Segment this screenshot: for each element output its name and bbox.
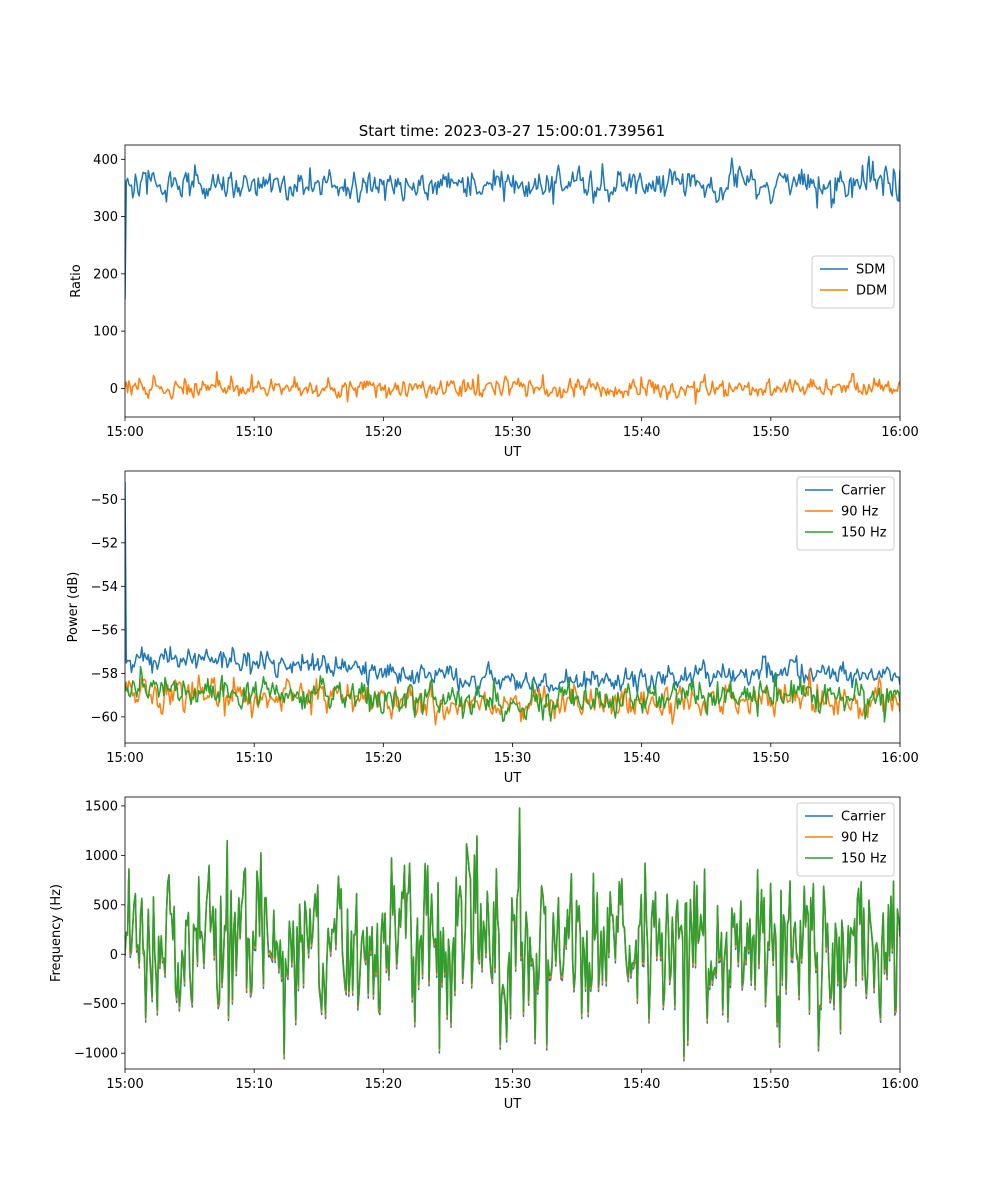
y-tick-label: 500: [93, 898, 118, 913]
x-axis-label: UT: [504, 445, 522, 460]
x-tick-label: 16:00: [881, 1077, 918, 1092]
y-tick-label: 1500: [85, 799, 118, 814]
x-tick-label: 15:40: [623, 1077, 660, 1092]
series-line-carrier: [125, 481, 900, 696]
y-tick-label: −52: [91, 536, 118, 551]
y-tick-label: −1000: [74, 1047, 118, 1062]
y-axis-label: Power (dB): [66, 572, 81, 643]
x-tick-label: 15:00: [106, 751, 143, 766]
x-tick-label: 15:30: [494, 751, 531, 766]
x-tick-label: 15:00: [106, 425, 143, 440]
x-axis-label: UT: [504, 771, 522, 786]
x-tick-label: 15:20: [365, 425, 402, 440]
x-tick-label: 15:30: [494, 425, 531, 440]
y-tick-label: 400: [93, 153, 118, 168]
y-tick-label: −54: [91, 580, 118, 595]
x-tick-label: 15:10: [235, 751, 272, 766]
y-tick-label: −50: [91, 493, 118, 508]
legend: Carrier 90 Hz 150 Hz: [796, 802, 895, 877]
legend: SDM DDM: [811, 255, 895, 309]
legend-label: DDM: [856, 284, 887, 299]
x-tick-label: 15:10: [235, 425, 272, 440]
x-axis-label: UT: [504, 1097, 522, 1112]
legend-label: SDM: [856, 263, 885, 278]
y-tick-label: 100: [93, 325, 118, 340]
series-line-ddm: [125, 370, 900, 405]
series-line-150-hz: [125, 665, 900, 723]
x-tick-label: 16:00: [881, 751, 918, 766]
legend-label: 90 Hz: [841, 505, 878, 520]
x-tick-label: 15:40: [623, 425, 660, 440]
panel-1: 15:00 15:10 15:20 15:30 15:40 15:50 16:00 UT 0 10…: [69, 144, 919, 460]
x-tick-label: 15:40: [623, 751, 660, 766]
x-tick-label: 16:00: [881, 425, 918, 440]
legend-label: Carrier: [841, 810, 886, 825]
panel-2: 15:00 15:10 15:20 15:30 15:40 15:50 16:00 UT −60…: [66, 470, 919, 786]
x-tick-label: 15:30: [494, 1077, 531, 1092]
legend-label: Carrier: [841, 484, 886, 499]
y-tick-label: −58: [91, 667, 118, 682]
series-line-150-hz: [125, 807, 900, 1057]
x-tick-label: 15:00: [106, 1077, 143, 1092]
y-tick-label: −56: [91, 623, 118, 638]
figure-title: Start time: 2023-03-27 15:00:01.739561: [359, 122, 665, 140]
y-tick-label: 0: [110, 382, 118, 397]
x-tick-label: 15:10: [235, 1077, 272, 1092]
legend-label: 90 Hz: [841, 831, 878, 846]
y-tick-label: −500: [82, 997, 118, 1012]
y-axis-label: Ratio: [69, 264, 84, 297]
y-tick-label: 200: [93, 267, 118, 282]
series-line-90-hz: [125, 669, 900, 726]
y-tick-label: 0: [110, 948, 118, 963]
y-tick-label: 300: [93, 210, 118, 225]
panel-3: 15:00 15:10 15:20 15:30 15:40 15:50 16:00 UT −10…: [49, 796, 919, 1112]
series-line-sdm: [125, 155, 900, 300]
x-tick-label: 15:50: [752, 751, 789, 766]
x-tick-label: 15:50: [752, 1077, 789, 1092]
legend-label: 150 Hz: [841, 852, 887, 867]
y-tick-label: −60: [91, 710, 118, 725]
x-tick-label: 15:50: [752, 425, 789, 440]
x-tick-label: 15:20: [365, 1077, 402, 1092]
y-tick-label: 1000: [85, 849, 118, 864]
x-tick-label: 15:20: [365, 751, 402, 766]
legend-label: 150 Hz: [841, 526, 887, 541]
legend: Carrier 90 Hz 150 Hz: [796, 476, 895, 551]
y-axis-label: Frequency (Hz): [49, 884, 64, 982]
